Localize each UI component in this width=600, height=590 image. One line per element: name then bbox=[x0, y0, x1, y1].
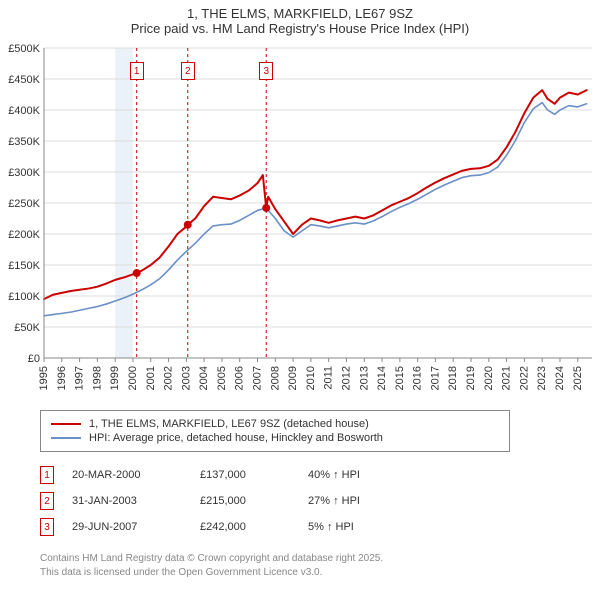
svg-text:2000: 2000 bbox=[127, 366, 139, 390]
svg-text:2005: 2005 bbox=[216, 366, 228, 390]
svg-text:£200K: £200K bbox=[8, 229, 40, 241]
legend-label: 1, THE ELMS, MARKFIELD, LE67 9SZ (detach… bbox=[89, 418, 369, 430]
svg-text:1995: 1995 bbox=[38, 366, 50, 390]
svg-text:2001: 2001 bbox=[145, 366, 157, 390]
sale-row-delta: 40% ↑ HPI bbox=[308, 469, 398, 481]
svg-text:1999: 1999 bbox=[109, 366, 121, 390]
svg-text:£150K: £150K bbox=[8, 260, 40, 272]
svg-text:2022: 2022 bbox=[518, 366, 530, 390]
sale-marker-1: 1 bbox=[130, 62, 144, 80]
chart-svg: £0 £50K £100K £150K £200K £250K £300K £350K £400… bbox=[0, 42, 600, 402]
svg-text:£300K: £300K bbox=[8, 167, 40, 179]
svg-text:2015: 2015 bbox=[394, 366, 406, 390]
svg-text:£100K: £100K bbox=[8, 291, 40, 303]
svg-text:2003: 2003 bbox=[180, 366, 192, 390]
sale-row-date: 20-MAR-2000 bbox=[72, 469, 182, 481]
svg-text:£0: £0 bbox=[28, 353, 40, 365]
svg-text:2004: 2004 bbox=[198, 366, 210, 390]
svg-text:2020: 2020 bbox=[483, 366, 495, 390]
sale-row-price: £215,000 bbox=[200, 495, 290, 507]
svg-text:£400K: £400K bbox=[8, 105, 40, 117]
attribution-line1: Contains HM Land Registry data © Crown c… bbox=[40, 552, 600, 566]
sale-row: 1 20-MAR-2000 £137,000 40% ↑ HPI bbox=[40, 462, 600, 488]
sale-row-marker: 2 bbox=[40, 492, 54, 510]
svg-text:2010: 2010 bbox=[305, 366, 317, 390]
svg-text:2006: 2006 bbox=[234, 366, 246, 390]
sale-row-date: 29-JUN-2007 bbox=[72, 521, 182, 533]
svg-text:2018: 2018 bbox=[447, 366, 459, 390]
sale-row-marker: 3 bbox=[40, 518, 54, 536]
svg-text:2023: 2023 bbox=[536, 366, 548, 390]
sale-row-delta: 5% ↑ HPI bbox=[308, 521, 398, 533]
sale-marker-3: 3 bbox=[259, 62, 273, 80]
svg-text:2009: 2009 bbox=[287, 366, 299, 390]
sale-row: 2 31-JAN-2003 £215,000 27% ↑ HPI bbox=[40, 488, 600, 514]
svg-text:2002: 2002 bbox=[163, 366, 175, 390]
sale-row-marker: 1 bbox=[40, 466, 54, 484]
svg-text:2011: 2011 bbox=[323, 366, 335, 390]
sale-row-delta: 27% ↑ HPI bbox=[308, 495, 398, 507]
legend-swatch bbox=[51, 437, 81, 439]
sale-row-date: 31-JAN-2003 bbox=[72, 495, 182, 507]
chart-title-block: 1, THE ELMS, MARKFIELD, LE67 9SZ Price p… bbox=[0, 0, 600, 36]
svg-text:2012: 2012 bbox=[340, 366, 352, 390]
attribution-line2: This data is licensed under the Open Gov… bbox=[40, 566, 600, 580]
svg-text:2025: 2025 bbox=[572, 366, 584, 390]
svg-text:£350K: £350K bbox=[8, 136, 40, 148]
chart-area: £0 £50K £100K £150K £200K £250K £300K £350K £400… bbox=[0, 42, 600, 402]
svg-text:2019: 2019 bbox=[465, 366, 477, 390]
sales-table: 1 20-MAR-2000 £137,000 40% ↑ HPI 2 31-JAN-200… bbox=[40, 462, 600, 540]
svg-text:£500K: £500K bbox=[8, 43, 40, 55]
legend-row: 1, THE ELMS, MARKFIELD, LE67 9SZ (detach… bbox=[51, 417, 499, 431]
sale-row-price: £137,000 bbox=[200, 469, 290, 481]
chart-title-line1: 1, THE ELMS, MARKFIELD, LE67 9SZ bbox=[0, 6, 600, 21]
chart-title-line2: Price paid vs. HM Land Registry's House … bbox=[0, 21, 600, 36]
legend: 1, THE ELMS, MARKFIELD, LE67 9SZ (detach… bbox=[40, 410, 510, 452]
svg-text:£250K: £250K bbox=[8, 198, 40, 210]
svg-text:2013: 2013 bbox=[358, 366, 370, 390]
svg-text:£50K: £50K bbox=[14, 322, 40, 334]
svg-text:£450K: £450K bbox=[8, 74, 40, 86]
svg-text:2007: 2007 bbox=[252, 366, 264, 390]
legend-row: HPI: Average price, detached house, Hinc… bbox=[51, 431, 499, 445]
svg-text:2016: 2016 bbox=[412, 366, 424, 390]
svg-text:1997: 1997 bbox=[74, 366, 86, 390]
legend-label: HPI: Average price, detached house, Hinc… bbox=[89, 432, 383, 444]
svg-text:2024: 2024 bbox=[554, 366, 566, 390]
svg-text:2014: 2014 bbox=[376, 366, 388, 390]
sale-row-price: £242,000 bbox=[200, 521, 290, 533]
sale-row: 3 29-JUN-2007 £242,000 5% ↑ HPI bbox=[40, 514, 600, 540]
svg-text:2021: 2021 bbox=[501, 366, 513, 390]
svg-text:2017: 2017 bbox=[429, 366, 441, 390]
sale-marker-2: 2 bbox=[181, 62, 195, 80]
legend-swatch bbox=[51, 423, 81, 425]
svg-text:1996: 1996 bbox=[56, 366, 68, 390]
attribution: Contains HM Land Registry data © Crown c… bbox=[40, 552, 600, 579]
svg-text:2008: 2008 bbox=[269, 366, 281, 390]
svg-text:1998: 1998 bbox=[91, 366, 103, 390]
